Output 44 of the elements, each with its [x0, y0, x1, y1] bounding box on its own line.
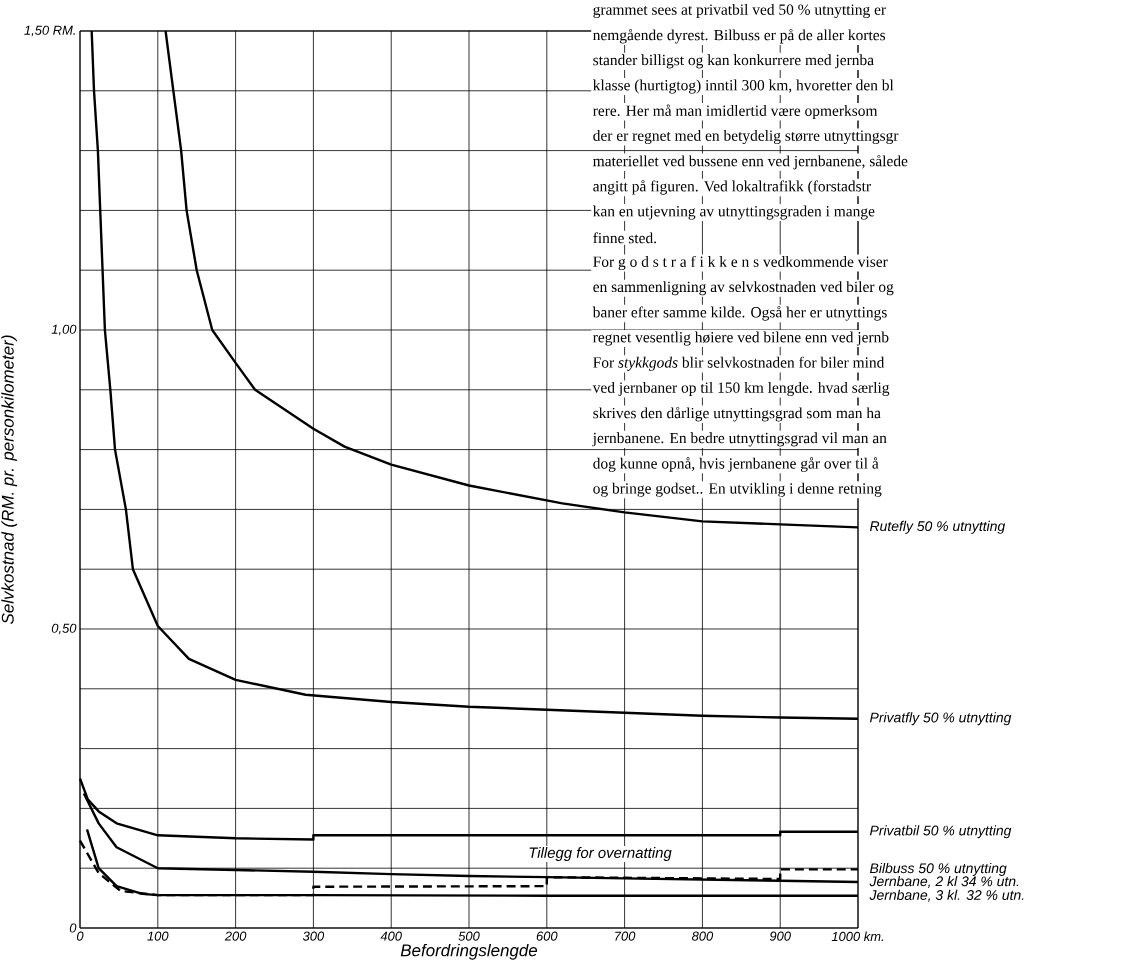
annotation: regnet vesentlig høiere ved bilene enn ved jernb: [593, 331, 889, 346]
annotation: Tillegg for overnatting: [529, 847, 672, 861]
series-label: Privatfly 50 % utnytting: [869, 712, 1012, 726]
annotation: skrives den dårlige utnyttingsgrad som man ha: [593, 406, 881, 422]
series-label: Jernbane, 3 kl. 32 % utn.: [869, 889, 1024, 902]
annotation: baner efter samme kilde. Også her er utnyttings: [592, 306, 887, 321]
x-tick-label: 300: [302, 931, 325, 941]
y-tick-label: 1,00: [51, 324, 77, 336]
y-tick-label: 0,50: [51, 623, 77, 635]
x-tick-label: 800: [691, 931, 714, 941]
x-tick-label: 200: [224, 931, 247, 941]
x-tick-label: 600: [536, 931, 558, 941]
annotation: finne sted.: [593, 232, 657, 244]
text: grammet sees at privatbil ved 50 % utnytting er: [593, 3, 886, 19]
annotation: For g o d s t r a f i k k e n s vedkommende viser: [593, 255, 888, 271]
annotation: rere. Her må man imidlertid være opmerksom: [593, 104, 878, 120]
x-tick-label: 500: [458, 931, 480, 941]
annotation: jernbanene. En bedre utnyttingsgrad vil man an: [592, 432, 887, 447]
x-tick-label: 700: [615, 931, 636, 941]
annotation: kan en utjevning av utnyttingsgraden i mange: [593, 205, 875, 220]
y-axis-title: Selvkostnad (RM. pr. personkilometer): [1, 335, 18, 624]
series-label: Bilbuss 50 % utnytting: [869, 862, 1007, 876]
annotation: angitt på figuren. Ved lokaltrafikk (forstadstr: [593, 180, 871, 195]
annotation: en sammenligning av selvkostnaden ved biler og: [593, 281, 894, 296]
annotation: der er regnet med en betydelig større utnyttingsgr: [593, 129, 899, 145]
annotation: materiellet ved bussene enn ved jernbanene, sålede: [593, 154, 908, 170]
x-tick-label: 0: [76, 931, 84, 941]
x-tick-label: 400: [380, 931, 402, 941]
annotation: ved jernbaner op til 150 km lengde. hvad særlig: [592, 381, 890, 397]
x-tick-label: 100: [147, 931, 169, 941]
x-tick-label: 1000 km.: [831, 931, 884, 942]
series-label: Privatbil 50 % utnytting: [869, 825, 1012, 839]
series-label: Jernbane, 2 kl 34 % utn.: [869, 876, 1019, 888]
annotation: stander billigst og kan konkurrere med jernba: [593, 54, 874, 69]
y-tick-label: 1,50 RM.: [24, 25, 75, 37]
annotation: nemgående dyrest. Bilbuss er på de aller kortes: [593, 28, 886, 44]
series-label: Rutefly 50 % utnytting: [869, 520, 1006, 534]
x-axis-title: Befordringslengde: [400, 943, 538, 960]
x-tick-label: 900: [769, 931, 791, 941]
annotation: og bringe godset.. En utvikling i denne retning: [593, 482, 882, 497]
annotation: For stykkgods blir selvkostnaden for biler mind: [593, 356, 885, 371]
y-tick-label: 0: [69, 923, 77, 933]
annotation: klasse (hurtigtog) inntil 300 km, hvoretter den bl: [593, 79, 894, 94]
annotation: dog kunne opnå, hvis jernbanene går over til å: [593, 457, 879, 472]
